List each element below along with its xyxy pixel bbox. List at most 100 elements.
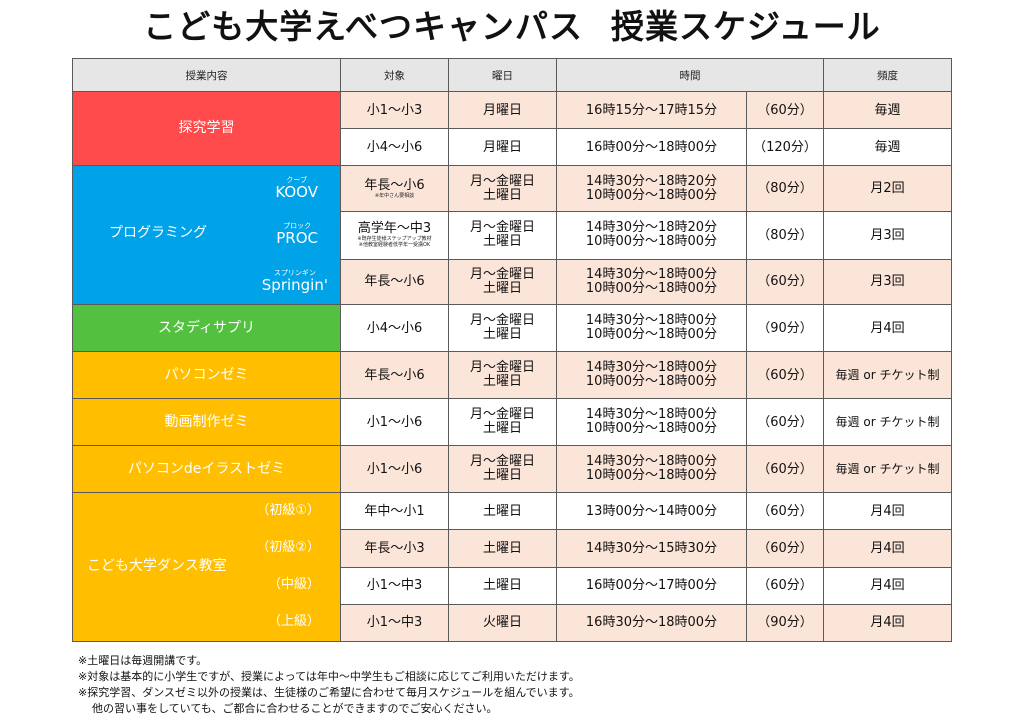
note-item: 他の習い事をしていても、ご都合に合わせることができますのでご安心ください。 [92,702,498,715]
duration-cell: （90分） [746,603,824,643]
table-row: 年長～小6 月～金曜日 土曜日 14時30分～18時00分 10時00分～18時… [73,258,952,306]
day-cell: 月曜日 [448,128,557,166]
day-cell: 月～金曜日 土曜日 [448,445,557,493]
dance-label: こども大学ダンス教室 [87,558,227,574]
table-row: パソコンdeイラストゼミ 小1～小6 月～金曜日 土曜日 14時30分～18時0… [72,445,952,493]
course-proc: プロック PROC [276,222,318,247]
time-cell: 14時30分～18時00分 10時00分～18時00分 [556,398,747,446]
table-row: 探究学習 小1～小3 月曜日 16時15分～17時15分 （60分） 毎週 [72,91,952,166]
table-row: 年長～小3 土曜日 14時30分～15時30分 （60分） 月4回 [73,529,952,568]
freq-cell: 月4回 [823,566,952,605]
day-cell: 月～金曜日 土曜日 [448,398,557,446]
time-cell: 14時30分～15時30分 [556,529,747,568]
duration-cell: （90分） [746,304,824,352]
page-title: こども大学えべつキャンパス 授業スケジュール [143,7,881,46]
day-cell: 月～金曜日 土曜日 [448,258,557,306]
freq-cell: 月2回 [823,164,952,213]
table-row: 動画制作ゼミ 小1～小6 月～金曜日 土曜日 14時30分～18時00分 10時… [72,398,952,446]
day-cell: 土曜日 [448,566,557,605]
header-freq: 頻度 [823,58,952,92]
header-content: 授業内容 [72,58,341,92]
target-cell: 年長～小6 [340,351,449,399]
dance-level-intermediate: （中級） [267,577,320,592]
time-cell: 14時30分～18時00分 10時00分～18時00分 [556,351,747,399]
category-douga: 動画制作ゼミ [72,398,341,446]
day-cell: 土曜日 [448,529,557,568]
day-cell: 月曜日 [448,91,557,129]
dance-level-beginner-1: （初級①） [256,503,320,518]
category-tankyu: 探究学習 [72,91,341,166]
note-item: ※探究学習、ダンスゼミ以外の授業は、生徒様のご希望に合わせて毎月スケジュールを組… [78,686,580,699]
note-item: ※対象は基本的に小学生ですが、授業によっては年中～中学生もご相談に応じてご利用い… [78,670,580,683]
freq-cell: 毎週 or チケット制 [823,351,952,399]
category-programming: プログラミング クーブ KOOV プロック PROC スプリンギン Spring… [72,165,341,305]
duration-cell: （60分） [746,445,824,493]
freq-cell: 月3回 [823,258,952,306]
header-day: 曜日 [448,58,557,92]
duration-cell: （60分） [746,398,824,446]
duration-cell: （60分） [746,91,824,129]
target-cell: 小1～小3 [340,91,449,129]
day-cell: 月～金曜日 土曜日 [448,304,557,352]
target-cell: 小1～小6 [340,445,449,493]
freq-cell: 月4回 [823,529,952,568]
freq-cell: 毎週 [823,128,952,166]
target-cell: 年中～小1 [340,491,449,531]
duration-cell: （120分） [746,128,824,166]
table-row: こども大学ダンス教室 （初級①） （初級②） （中級） （上級） 年中～小1 土… [72,491,952,642]
time-cell: 16時15分～17時15分 [556,91,747,129]
day-cell: 火曜日 [448,603,557,643]
course-koov: クーブ KOOV [275,176,318,201]
category-illust: パソコンdeイラストゼミ [72,445,341,493]
dance-level-advanced: （上級） [267,614,320,629]
table-row: 小1～中3 土曜日 16時00分～17時00分 （60分） 月4回 [73,566,952,605]
footnotes: ※土曜日は毎週開講です。 ※対象は基本的に小学生ですが、授業によっては年中～中学… [78,653,580,717]
day-cell: 月～金曜日 土曜日 [448,351,557,399]
target-cell: 小1～小6 [340,398,449,446]
table-row: 小4～小6 月曜日 16時00分～18時00分 （120分） 毎週 [73,128,952,166]
time-cell: 14時30分～18時20分 10時00分～18時00分 [556,211,747,260]
course-springin: スプリンギン Springin' [261,269,328,294]
time-cell: 13時00分～14時00分 [556,491,747,531]
programming-label: プログラミング [109,225,207,241]
dance-level-beginner-2: （初級②） [256,540,320,555]
table-row: プログラミング クーブ KOOV プロック PROC スプリンギン Spring… [72,164,952,305]
table-row: スタディサプリ 小4～小6 月～金曜日 土曜日 14時30分～18時00分 10… [72,304,952,352]
category-dance: こども大学ダンス教室 （初級①） （初級②） （中級） （上級） [72,492,341,642]
note-item: ※土曜日は毎週開講です。 [78,654,208,667]
time-cell: 14時30分～18時20分 10時00分～18時00分 [556,164,747,213]
schedule-table: 授業内容 対象 曜日 時間 頻度 探究学習 小1～小3 月曜日 16時15分～1… [72,58,952,643]
target-cell: 高学年～中3 ※既存生徒様ステップアップ教材 ※他教室経験者低学年一受講OK [340,211,449,260]
duration-cell: （60分） [746,258,824,306]
target-cell: 小4～小6 [340,304,449,352]
time-cell: 14時30分～18時00分 10時00分～18時00分 [556,304,747,352]
day-cell: 土曜日 [448,491,557,531]
target-cell: 年長～小3 [340,529,449,568]
target-cell: 年長～小6 ※年中さん要相談 [340,164,449,213]
time-cell: 16時00分～17時00分 [556,566,747,605]
freq-cell: 毎週 or チケット制 [823,445,952,493]
freq-cell: 月3回 [823,211,952,260]
header-time: 時間 [556,58,824,92]
freq-cell: 毎週 or チケット制 [823,398,952,446]
freq-cell: 毎週 [823,91,952,129]
day-cell: 月～金曜日 土曜日 [448,164,557,213]
table-header-row: 授業内容 対象 曜日 時間 頻度 [72,58,952,92]
duration-cell: （80分） [746,211,824,260]
time-cell: 16時00分～18時00分 [556,128,747,166]
freq-cell: 月4回 [823,603,952,643]
table-row: 高学年～中3 ※既存生徒様ステップアップ教材 ※他教室経験者低学年一受講OK 月… [73,211,952,260]
table-row: パソコンゼミ 年長～小6 月～金曜日 土曜日 14時30分～18時00分 10時… [72,351,952,399]
freq-cell: 月4回 [823,304,952,352]
category-studysapuri: スタディサプリ [72,304,341,352]
duration-cell: （60分） [746,529,824,568]
target-cell: 小4～小6 [340,128,449,166]
time-cell: 14時30分～18時00分 10時00分～18時00分 [556,445,747,493]
duration-cell: （60分） [746,491,824,531]
time-cell: 14時30分～18時00分 10時00分～18時00分 [556,258,747,306]
duration-cell: （60分） [746,566,824,605]
time-cell: 16時30分～18時00分 [556,603,747,643]
duration-cell: （80分） [746,164,824,213]
category-pc-semi: パソコンゼミ [72,351,341,399]
duration-cell: （60分） [746,351,824,399]
